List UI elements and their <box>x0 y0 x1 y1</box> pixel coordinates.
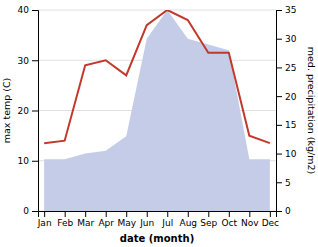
tick: Dec <box>262 211 279 228</box>
tick-label: Jan <box>37 218 52 228</box>
tick-mark <box>276 154 282 155</box>
tick-label: 5 <box>285 178 291 188</box>
tick-label: Jun <box>139 218 154 228</box>
tick-label: Dec <box>262 218 279 228</box>
precipitation-area <box>44 10 270 211</box>
tick: 20 <box>276 92 297 102</box>
tick: 25 <box>276 63 296 73</box>
tick-mark <box>276 182 282 183</box>
tick-mark <box>85 211 86 217</box>
tick: 15 <box>276 120 296 130</box>
tick-label: 10 <box>18 156 30 166</box>
y-axis-title: max temp (C) <box>1 78 12 144</box>
axis-line <box>277 11 283 212</box>
tick-label: Mar <box>77 218 94 228</box>
tick-mark <box>32 60 38 61</box>
tick-mark <box>167 211 168 217</box>
tick-mark <box>270 211 271 217</box>
tick-label: 15 <box>285 120 296 130</box>
tick: Nov <box>241 211 259 228</box>
tick-mark <box>32 111 38 112</box>
tick: Jan <box>37 211 52 228</box>
tick-mark <box>106 211 107 217</box>
tick-mark <box>276 39 282 40</box>
tick-label: Feb <box>57 218 73 228</box>
tick-mark <box>276 10 282 11</box>
tick-mark <box>32 161 38 162</box>
tick: Aug <box>179 211 197 228</box>
tick-label: Sep <box>200 218 217 228</box>
x-axis: Jan Feb Mar AprMayJun Jul AugSep OctNovDec <box>37 211 279 228</box>
tick: 35 <box>276 5 296 15</box>
tick: 30 <box>276 34 297 44</box>
tick-label: 25 <box>285 63 296 73</box>
tick-mark <box>276 96 282 97</box>
temperature-line <box>44 10 270 143</box>
tick: Oct <box>222 211 238 228</box>
tick-label: 10 <box>285 149 297 159</box>
tick-label: Jul <box>161 218 173 228</box>
y-axis: 0 10 20 30 40 <box>18 5 39 216</box>
tick-mark <box>208 211 209 217</box>
tick-label: May <box>117 218 136 228</box>
tick: 10 <box>276 149 297 159</box>
tick: 5 <box>276 178 291 188</box>
tick-label: 0 <box>23 206 29 216</box>
tick-mark <box>276 67 282 68</box>
tick-label: Oct <box>222 218 238 228</box>
tick-mark <box>32 10 38 11</box>
tick: Apr <box>98 211 114 228</box>
tick-label: 35 <box>285 5 296 15</box>
tick: Mar <box>77 211 94 228</box>
tick-mark <box>126 211 127 217</box>
axis-line <box>32 11 39 212</box>
tick-mark <box>65 211 66 217</box>
y2-axis-title: med. precipitation (kg/m2) <box>306 47 317 174</box>
tick-mark <box>44 211 45 217</box>
grid-line <box>38 10 276 11</box>
tick: 20 <box>18 106 38 116</box>
tick-mark <box>147 211 148 217</box>
tick: Feb <box>57 211 73 228</box>
tick-label: Aug <box>179 218 197 228</box>
tick: 10 <box>18 156 38 166</box>
x-axis-title: date (month) <box>120 233 194 244</box>
tick: 0 <box>276 206 291 216</box>
tick: Jun <box>139 211 154 228</box>
tick-mark <box>276 125 282 126</box>
chart-container: Jan Feb Mar AprMayJun Jul AugSep OctNovDec 0 10 2… <box>0 0 318 247</box>
tick: Sep <box>200 211 217 228</box>
tick-label: 40 <box>18 5 30 15</box>
tick: 40 <box>18 5 38 15</box>
tick-label: 0 <box>285 206 291 216</box>
tick-label: Apr <box>98 218 114 228</box>
y2-axis: 0 5 10 15 20 25 30 35 <box>276 5 297 216</box>
tick-mark <box>249 211 250 217</box>
tick-label: Nov <box>241 218 259 228</box>
tick-label: 20 <box>18 106 30 116</box>
tick-mark <box>276 211 282 212</box>
tick-mark <box>188 211 189 217</box>
tick: 0 <box>23 206 38 216</box>
chart-svg: Jan Feb Mar AprMayJun Jul AugSep OctNovDec 0 10 2… <box>0 0 318 247</box>
tick: May <box>117 211 136 228</box>
grid <box>38 10 276 211</box>
tick-mark <box>32 211 38 212</box>
tick-label: 30 <box>18 56 30 66</box>
plot-area <box>44 10 270 211</box>
tick-label: 20 <box>285 92 297 102</box>
tick-mark <box>229 211 230 217</box>
axis-line <box>39 212 277 218</box>
tick-label: 30 <box>285 34 297 44</box>
tick: Jul <box>161 211 173 228</box>
tick: 30 <box>18 56 38 66</box>
